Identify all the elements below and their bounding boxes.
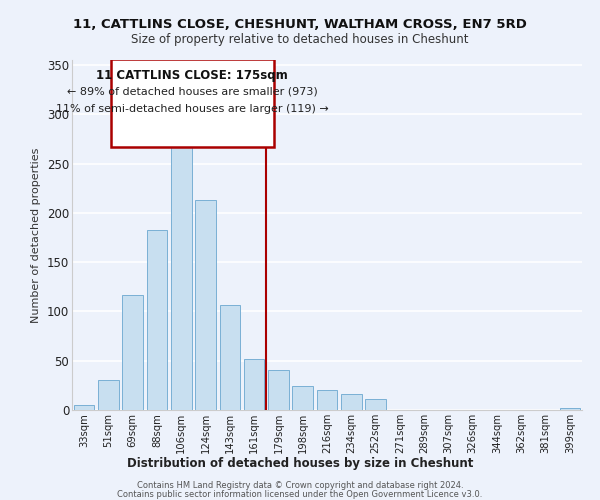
Bar [195,200,216,410]
Bar [98,380,119,410]
Text: 11% of semi-detached houses are larger (119) →: 11% of semi-detached houses are larger (… [56,104,329,115]
Bar [74,405,94,410]
Bar [365,399,386,410]
Bar [292,386,313,410]
Text: Contains HM Land Registry data © Crown copyright and database right 2024.: Contains HM Land Registry data © Crown c… [137,481,463,490]
Text: Size of property relative to detached houses in Cheshunt: Size of property relative to detached ho… [131,32,469,46]
Text: ← 89% of detached houses are smaller (973): ← 89% of detached houses are smaller (97… [67,86,317,97]
Bar [317,390,337,410]
Bar [244,358,265,410]
Y-axis label: Number of detached properties: Number of detached properties [31,148,41,322]
Bar [220,306,240,410]
Bar [268,370,289,410]
Bar [560,408,580,410]
Text: Contains public sector information licensed under the Open Government Licence v3: Contains public sector information licen… [118,490,482,499]
Bar [341,394,362,410]
Text: 11 CATTLINS CLOSE: 175sqm: 11 CATTLINS CLOSE: 175sqm [97,69,288,82]
Bar [122,294,143,410]
Text: 11, CATTLINS CLOSE, CHESHUNT, WALTHAM CROSS, EN7 5RD: 11, CATTLINS CLOSE, CHESHUNT, WALTHAM CR… [73,18,527,30]
Bar [146,230,167,410]
Bar [171,129,191,410]
FancyBboxPatch shape [111,59,274,147]
Text: Distribution of detached houses by size in Cheshunt: Distribution of detached houses by size … [127,458,473,470]
